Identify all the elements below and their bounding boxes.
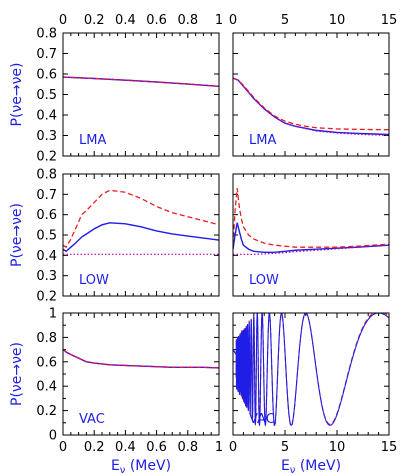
panel-label: LMA — [79, 133, 106, 148]
y-tick-label: 0.8 — [36, 168, 57, 183]
x-axis-title-left: Eν (MeV) — [111, 458, 171, 476]
panel-lma-high-energy: LMA — [232, 32, 390, 157]
plot-area — [233, 313, 389, 427]
series-dotted-line — [233, 77, 389, 137]
y-axis-title: P(νe→νe) — [9, 203, 25, 267]
bottom-x-tick-label: 1 — [215, 440, 223, 455]
y-tick-label: 0.6 — [36, 208, 57, 223]
y-tick-label: 0.4 — [36, 109, 57, 124]
y-tick-label: 0.4 — [36, 380, 57, 395]
y-tick-label: 0.5 — [36, 229, 57, 244]
top-x-tick-label: 0.6 — [146, 13, 167, 28]
series-solid-line — [63, 349, 219, 369]
top-x-tick-label: 0 — [59, 13, 67, 28]
y-tick-label: 0.5 — [36, 88, 57, 103]
plot-area — [63, 76, 219, 87]
y-tick-label: 0.2 — [36, 290, 57, 305]
y-axis-title: P(νe→νe) — [9, 342, 25, 406]
plot-frame — [62, 312, 220, 436]
y-axis-title: P(νe→νe) — [9, 63, 25, 127]
series-solid-line — [63, 222, 219, 253]
top-x-tick-label: 0 — [229, 13, 237, 28]
panel-label: LMA — [249, 133, 276, 148]
bottom-x-tick-label: 10 — [329, 440, 346, 455]
bottom-x-tick-label: 5 — [281, 440, 289, 455]
bottom-x-tick-label: 0 — [59, 440, 67, 455]
y-tick-label: 0.3 — [36, 129, 57, 144]
series-solid-line — [235, 313, 389, 427]
plot-frame — [232, 32, 390, 157]
top-x-tick-label: 0.2 — [84, 13, 105, 28]
plot-frame — [232, 312, 390, 436]
panel-low-low-energy: 0.2 0.3 0.4 0.5 0.6 0.7 0.8 LOW — [36, 168, 220, 305]
bottom-x-tick-label: 0.2 — [84, 440, 105, 455]
y-tick-label: 1 — [49, 307, 57, 322]
panel-vac-high-energy: VAC — [232, 312, 390, 436]
y-tick-label: 0.7 — [36, 47, 57, 62]
series-solid-line — [233, 77, 389, 136]
plot-frame — [232, 173, 390, 297]
x-axis-title-right: Eν (MeV) — [281, 458, 341, 476]
y-tick-label: 0.8 — [36, 331, 57, 346]
panel-lma-low-energy: 0.2 0.3 0.4 0.5 0.6 0.7 0.8 LMA — [36, 27, 220, 165]
series-solid-line — [233, 222, 389, 253]
panel-label: LOW — [249, 273, 279, 288]
bottom-x-tick-label: 0.6 — [146, 440, 167, 455]
plot-area — [63, 349, 219, 369]
series-solid-line — [233, 349, 237, 355]
plot-frame — [62, 32, 220, 157]
series-dashed-line — [233, 77, 389, 131]
panel-label: LOW — [79, 273, 109, 288]
plot-area — [63, 189, 219, 255]
y-tick-label: 0.2 — [36, 404, 57, 419]
bottom-x-tick-label: 15 — [381, 440, 398, 455]
y-tick-label: 0.3 — [36, 269, 57, 284]
top-x-tick-label: 5 — [281, 13, 289, 28]
panel-label: VAC — [249, 412, 275, 427]
series-dashed-line — [63, 189, 219, 249]
top-x-tick-label: 0.4 — [115, 13, 136, 28]
series-dashed-line — [63, 349, 219, 369]
bottom-x-tick-label: 0 — [229, 440, 237, 455]
panel-label: VAC — [79, 412, 105, 427]
top-x-tick-label: 10 — [329, 13, 346, 28]
y-tick-label: 0.8 — [36, 27, 57, 42]
series-dotted-line — [63, 349, 219, 369]
y-tick-label: 0.6 — [36, 355, 57, 370]
y-tick-label: 0 — [49, 429, 57, 444]
y-tick-label: 0.7 — [36, 188, 57, 203]
top-x-tick-label: 15 — [381, 13, 398, 28]
y-tick-label: 0.2 — [36, 150, 57, 165]
panel-vac-low-energy: 0 0.2 0.4 0.6 0.8 1 VAC — [36, 307, 220, 444]
plot-area — [233, 77, 389, 137]
plot-area — [233, 188, 389, 255]
series-dashed-line — [233, 188, 389, 248]
bottom-x-tick-label: 0.8 — [177, 440, 198, 455]
y-tick-label: 0.4 — [36, 249, 57, 264]
panel-low-high-energy: LOW — [232, 173, 390, 297]
top-x-tick-label: 1 — [215, 13, 223, 28]
top-x-tick-label: 0.8 — [177, 13, 198, 28]
series-dotted-line — [63, 76, 219, 87]
plot-frame — [62, 173, 220, 297]
bottom-x-tick-label: 0.4 — [115, 440, 136, 455]
y-tick-label: 0.6 — [36, 68, 57, 83]
